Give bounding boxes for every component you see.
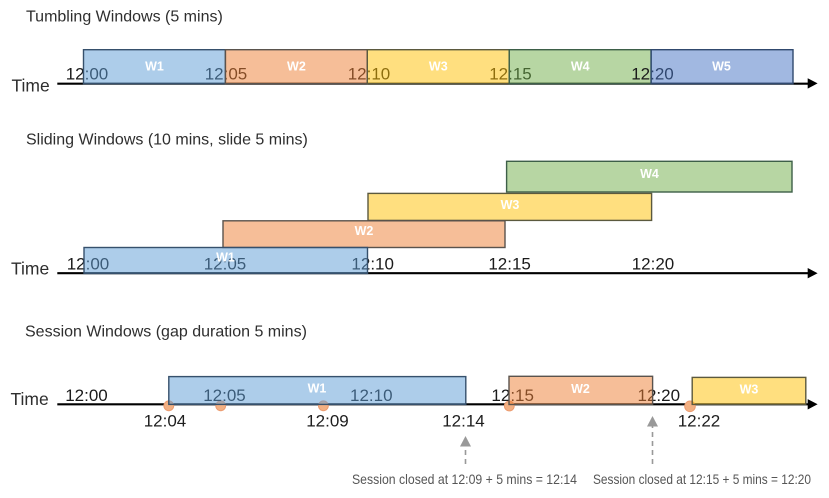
svg-text:Session closed at 12:09 + 5 mi: Session closed at 12:09 + 5 mins = 12:14: [352, 471, 577, 487]
svg-text:Time: Time: [11, 259, 49, 279]
svg-text:W3: W3: [740, 382, 759, 396]
svg-text:Sliding Windows (10 mins, slid: Sliding Windows (10 mins, slide 5 mins): [26, 132, 308, 149]
svg-text:W2: W2: [287, 60, 306, 74]
svg-text:12:00: 12:00: [65, 386, 108, 405]
svg-text:12:15: 12:15: [488, 254, 531, 273]
svg-text:W1: W1: [145, 60, 164, 74]
svg-text:Session closed at 12:15 + 5 mi: Session closed at 12:15 + 5 mins = 12:20: [593, 471, 811, 487]
svg-text:W2: W2: [571, 382, 590, 396]
svg-text:12:20: 12:20: [632, 254, 675, 273]
svg-text:W2: W2: [355, 224, 374, 238]
svg-text:W4: W4: [640, 167, 659, 181]
svg-text:Tumbling Windows (5 mins): Tumbling Windows (5 mins): [26, 9, 223, 26]
svg-text:W4: W4: [571, 60, 590, 74]
svg-text:12:04: 12:04: [144, 412, 187, 431]
svg-text:W5: W5: [712, 60, 731, 74]
svg-text:Time: Time: [12, 75, 50, 95]
svg-text:12:09: 12:09: [306, 412, 349, 431]
svg-text:Session Windows (gap duration: Session Windows (gap duration 5 mins): [25, 324, 307, 341]
svg-text:W3: W3: [429, 60, 448, 74]
svg-text:12:22: 12:22: [678, 412, 721, 431]
svg-text:12:14: 12:14: [442, 412, 485, 431]
svg-text:W1: W1: [216, 250, 235, 264]
svg-text:Time: Time: [11, 389, 49, 409]
svg-text:W3: W3: [501, 198, 520, 212]
svg-text:W1: W1: [308, 381, 327, 395]
